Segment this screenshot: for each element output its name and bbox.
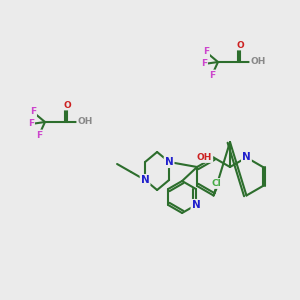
Text: F: F xyxy=(209,70,215,80)
Text: Cl: Cl xyxy=(212,179,221,188)
Text: N: N xyxy=(141,175,149,185)
Text: F: F xyxy=(201,59,207,68)
Text: F: F xyxy=(203,47,209,56)
Text: N: N xyxy=(192,200,200,210)
Text: N: N xyxy=(242,152,251,163)
Text: OH: OH xyxy=(197,153,212,162)
Text: O: O xyxy=(63,100,71,109)
Text: O: O xyxy=(236,40,244,50)
Text: F: F xyxy=(30,107,36,116)
Text: F: F xyxy=(36,130,42,140)
Text: OH: OH xyxy=(77,118,93,127)
Text: OH: OH xyxy=(250,58,266,67)
Text: N: N xyxy=(165,157,173,167)
Text: F: F xyxy=(28,119,34,128)
